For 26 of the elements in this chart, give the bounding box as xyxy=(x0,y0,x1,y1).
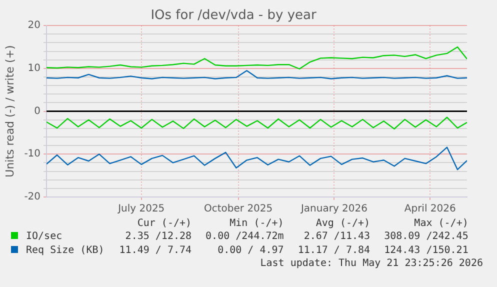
chart-title: IOs for /dev/vda - by year xyxy=(150,8,317,24)
text: 124.43 /150.21 xyxy=(383,244,468,258)
text: Avg (-/+) xyxy=(314,218,370,230)
x-tick-label: October 2025 xyxy=(204,204,273,215)
text: 11.49 / 7.74 xyxy=(118,244,192,258)
text: Min (-/+) xyxy=(228,218,284,230)
y-tick-label: 10 xyxy=(28,63,41,74)
x-tick-label: April 2026 xyxy=(404,204,456,215)
text: Max (-/+) xyxy=(413,218,468,230)
text: Cur (-/+) xyxy=(136,218,192,230)
y-tick-label: 0 xyxy=(34,106,41,117)
y-tick-label: -10 xyxy=(24,148,41,160)
y-tick-label: -20 xyxy=(24,192,41,203)
text: 11.17 / 7.84 xyxy=(296,244,370,258)
y-axis-title: Units read (-) / write (+) xyxy=(3,45,16,178)
text: Last update: Thu May 21 23:25:26 2026 xyxy=(259,258,484,269)
legend-label: Req Size (KB) xyxy=(25,244,106,258)
x-tick-label: July 2025 xyxy=(117,204,165,215)
x-tick-label: January 2026 xyxy=(300,204,368,215)
legend-label: IO/sec xyxy=(25,230,64,244)
text: 308.09 /242.45 xyxy=(383,230,468,244)
text: 0.00 / 4.97 xyxy=(216,244,284,258)
text: 2.67 /11.43 xyxy=(302,230,370,244)
y-tick-label: 20 xyxy=(28,20,41,32)
text: 2.35 /12.28 xyxy=(124,230,192,244)
text: 0.00 /244.72m xyxy=(204,230,284,244)
